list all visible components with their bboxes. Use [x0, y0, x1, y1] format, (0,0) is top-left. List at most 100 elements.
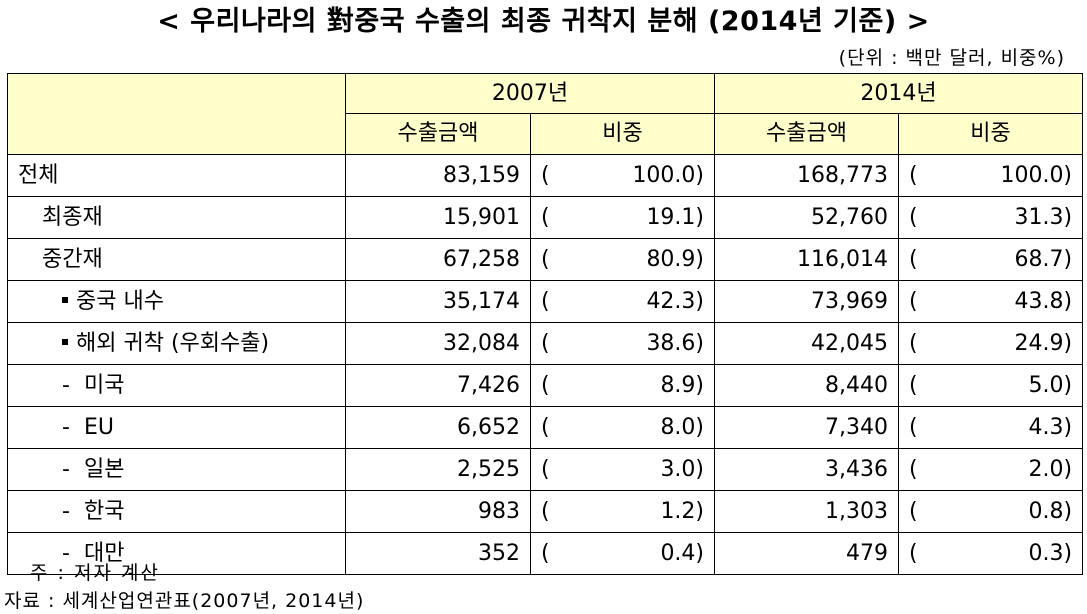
table-row: - EU 6,652 (8.0) 7,340 (4.3) [7, 406, 1084, 449]
share-open: ( [909, 247, 918, 272]
share-2014: (4.3) [898, 406, 1084, 449]
amount-2014: 479 [714, 532, 900, 575]
row-label: - 일본 [7, 448, 346, 491]
amount-2014: 73,969 [714, 280, 900, 323]
share-value: 100.0) [632, 163, 705, 188]
amount-2014: 116,014 [714, 238, 900, 281]
amount-2007: 67,258 [345, 238, 531, 281]
table-row: 해외 귀착 (우회수출) 32,084 (38.6) 42,045 (24.9) [7, 322, 1084, 365]
table-title: < 우리나라의 對중국 수출의 최종 귀착지 분해 (2014년 기준) > [157, 6, 930, 37]
row-label: 중간재 [7, 238, 346, 281]
share-value: 31.3) [1014, 205, 1073, 230]
share-open: ( [541, 415, 550, 440]
share-value: 42.3) [646, 289, 705, 314]
header-share-2007: 비중 [529, 113, 716, 155]
share-open: ( [541, 247, 550, 272]
row-label: 최종재 [7, 196, 346, 239]
share-open: ( [541, 499, 550, 524]
row-label: 중국 내수 [7, 280, 346, 323]
share-value: 43.8) [1014, 289, 1073, 314]
header-amount-2014: 수출금액 [714, 113, 900, 155]
share-2007: (42.3) [529, 280, 716, 323]
amount-2014: 3,436 [714, 448, 900, 491]
square-bullet-icon [62, 297, 68, 303]
row-label: - 한국 [7, 490, 346, 533]
header-share-2014: 비중 [898, 113, 1084, 155]
share-value: 4.3) [1028, 415, 1073, 440]
share-2007: (19.1) [529, 196, 716, 239]
share-open: ( [541, 289, 550, 314]
header-row-years: 2007년 2014년 [7, 73, 1084, 114]
header-corner [7, 73, 346, 114]
row-label: - 미국 [7, 364, 346, 407]
amount-2007: 35,174 [345, 280, 531, 323]
header-row-columns: 수출금액 비중 수출금액 비중 [7, 113, 1084, 155]
share-2007: (3.0) [529, 448, 716, 491]
amount-2007: 7,426 [345, 364, 531, 407]
header-amount-2007: 수출금액 [345, 113, 531, 155]
amount-2014: 168,773 [714, 154, 900, 197]
dash-marker: - [62, 415, 70, 440]
table-row: 최종재 15,901 (19.1) 52,760 (31.3) [7, 196, 1084, 239]
amount-2014: 42,045 [714, 322, 900, 365]
dash-marker: - [62, 373, 70, 398]
share-value: 68.7) [1014, 247, 1073, 272]
header-corner-lower [7, 113, 346, 155]
share-open: ( [541, 205, 550, 230]
header-year-2014: 2014년 [714, 73, 1084, 114]
share-2007: (8.0) [529, 406, 716, 449]
share-2014: (0.3) [898, 532, 1084, 575]
source-note: 자료 : 세계산업연관표(2007년, 2014년) [4, 590, 365, 612]
share-value: 19.1) [646, 205, 705, 230]
share-2007: (38.6) [529, 322, 716, 365]
share-open: ( [909, 289, 918, 314]
share-2014: (2.0) [898, 448, 1084, 491]
share-value: 24.9) [1014, 331, 1073, 356]
share-2014: (24.9) [898, 322, 1084, 365]
share-value: 100.0) [1000, 163, 1073, 188]
table-row: - 일본 2,525 (3.0) 3,436 (2.0) [7, 448, 1084, 491]
share-open: ( [541, 541, 550, 566]
table-row: 중간재 67,258 (80.9) 116,014 (68.7) [7, 238, 1084, 281]
share-open: ( [909, 373, 918, 398]
share-open: ( [909, 541, 918, 566]
share-value: 5.0) [1028, 373, 1073, 398]
amount-2007: 6,652 [345, 406, 531, 449]
share-open: ( [909, 499, 918, 524]
footnote: 주 : 저자 계산 [30, 562, 160, 584]
amount-2007: 983 [345, 490, 531, 533]
share-open: ( [909, 415, 918, 440]
row-label: - EU [7, 406, 346, 449]
share-open: ( [541, 457, 550, 482]
dash-marker: - [62, 541, 70, 566]
amount-2007: 15,901 [345, 196, 531, 239]
share-open: ( [541, 373, 550, 398]
share-2007: (0.4) [529, 532, 716, 575]
share-2007: (1.2) [529, 490, 716, 533]
amount-2014: 7,340 [714, 406, 900, 449]
share-value: 8.0) [660, 415, 705, 440]
export-table: 2007년 2014년 수출금액 비중 수출금액 비중 전체 83,159 (1… [7, 73, 1084, 575]
row-label: 해외 귀착 (우회수출) [7, 322, 346, 365]
share-value: 2.0) [1028, 457, 1073, 482]
share-2007: (80.9) [529, 238, 716, 281]
share-2014: (68.7) [898, 238, 1084, 281]
dash-marker: - [62, 457, 70, 482]
share-value: 3.0) [660, 457, 705, 482]
amount-2007: 2,525 [345, 448, 531, 491]
share-open: ( [909, 457, 918, 482]
amount-2007: 352 [345, 532, 531, 575]
share-value: 8.9) [660, 373, 705, 398]
share-2014: (5.0) [898, 364, 1084, 407]
row-label: 전체 [7, 154, 346, 197]
amount-2014: 8,440 [714, 364, 900, 407]
share-2007: (100.0) [529, 154, 716, 197]
amount-2007: 32,084 [345, 322, 531, 365]
amount-2007: 83,159 [345, 154, 531, 197]
share-open: ( [909, 331, 918, 356]
table-row: - 미국 7,426 (8.9) 8,440 (5.0) [7, 364, 1084, 407]
share-value: 0.8) [1028, 499, 1073, 524]
share-open: ( [541, 331, 550, 356]
share-value: 80.9) [646, 247, 705, 272]
dash-marker: - [62, 499, 70, 524]
